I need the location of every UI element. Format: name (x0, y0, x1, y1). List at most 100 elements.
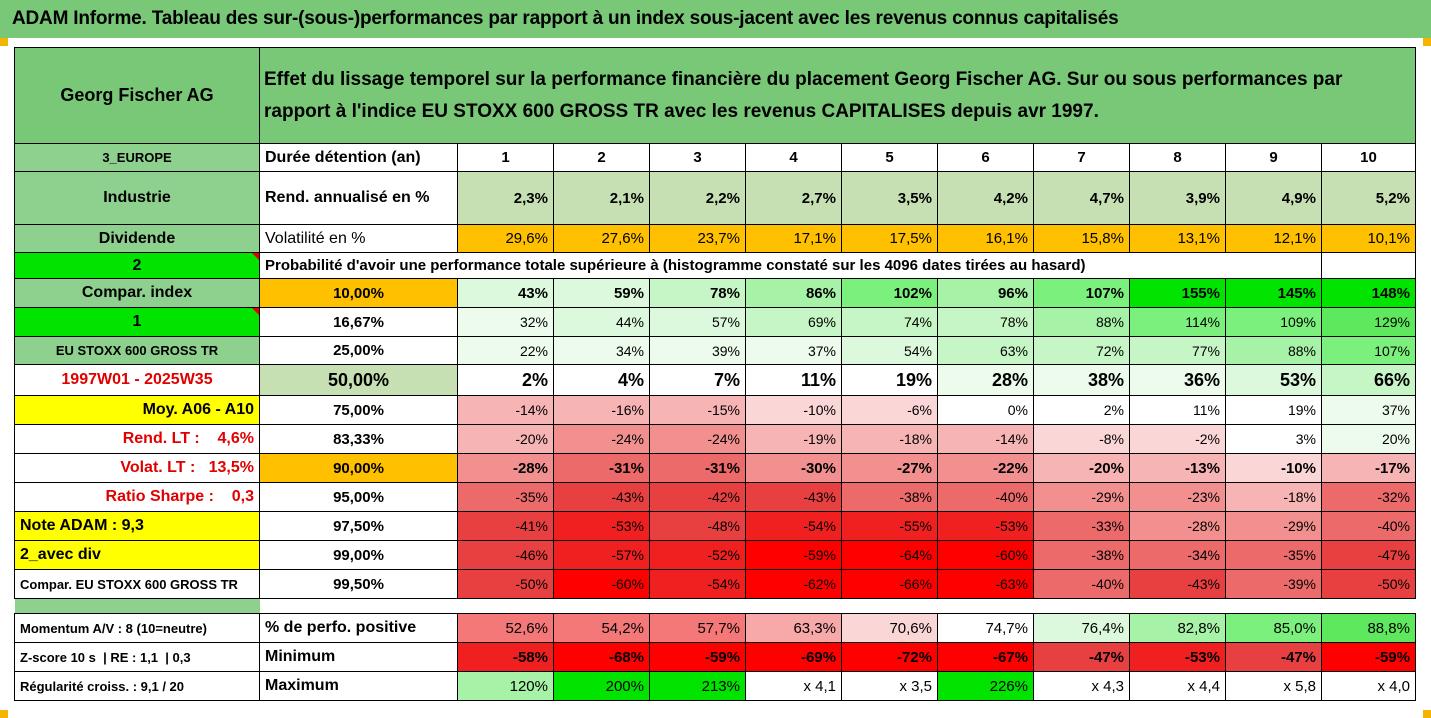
quantile-value-cell: -14% (937, 424, 1034, 454)
quantile-value-cell: 63% (937, 336, 1034, 365)
quantile-value-cell: -24% (649, 424, 746, 454)
rend-cell: 4,9% (1225, 171, 1322, 225)
quantile-value-cell: 7% (649, 364, 746, 396)
quantile-value-cell: -55% (841, 511, 938, 541)
quantile-value-cell: -59% (745, 540, 842, 570)
quantile-label: 90,00% (259, 453, 458, 483)
quantile-value-cell: -29% (1033, 482, 1130, 512)
quantile-value-cell: -52% (649, 540, 746, 570)
quantile-value-cell: -38% (1033, 540, 1130, 570)
quantile-label: 99,50% (259, 569, 458, 599)
quantile-value-cell: 77% (1129, 336, 1226, 365)
ratio-sharpe-label: Ratio Sharpe : 0,3 (14, 482, 260, 512)
quantile-value-cell: -22% (937, 453, 1034, 483)
quantile-value-cell: 88% (1225, 336, 1322, 365)
performance-table: Georg Fischer AG Effet du lissage tempor… (14, 47, 1416, 701)
year-cell: 4 (745, 143, 842, 172)
quantile-value-cell: 11% (1129, 395, 1226, 425)
summary-value-cell: 70,6% (841, 613, 938, 643)
summary-value-cell: 120% (457, 671, 554, 701)
quantile-value-cell: -40% (1033, 569, 1130, 599)
quantile-value-cell: 44% (553, 307, 650, 337)
quantile-value-cell: 19% (841, 364, 938, 396)
vol-cell: 29,6% (457, 224, 554, 253)
summary-value-cell: x 4,0 (1321, 671, 1416, 701)
spacer-cell (554, 599, 650, 614)
year-cell: 6 (937, 143, 1034, 172)
quantile-value-cell: 57% (649, 307, 746, 337)
quantile-value-cell: -43% (553, 482, 650, 512)
rend-cell: 4,2% (937, 171, 1034, 225)
quantile-value-cell: 109% (1225, 307, 1322, 337)
quantile-value-cell: 148% (1321, 278, 1416, 308)
quantile-value-cell: -50% (457, 569, 554, 599)
spacer-cell (260, 599, 458, 614)
quantile-value-cell: 2% (1033, 395, 1130, 425)
vol-cell: 15,8% (1033, 224, 1130, 253)
quantile-value-cell: -13% (1129, 453, 1226, 483)
quantile-value-cell: -14% (457, 395, 554, 425)
quantile-label: 50,00% (259, 364, 458, 396)
option-1-selector[interactable]: 1 (14, 307, 260, 337)
quantile-value-cell: -15% (649, 395, 746, 425)
rend-cell: 2,7% (745, 171, 842, 225)
volat-lt-label: Volat. LT : 13,5% (14, 453, 260, 483)
spacer-cell (14, 598, 260, 614)
rend-cell: 2,2% (649, 171, 746, 225)
quantile-value-cell: 38% (1033, 364, 1130, 396)
quantile-label: 25,00% (259, 336, 458, 365)
quantile-value-cell: -10% (1225, 453, 1322, 483)
quantile-value-cell: 32% (457, 307, 554, 337)
quantile-value-cell: 66% (1321, 364, 1416, 396)
vol-cell: 12,1% (1225, 224, 1322, 253)
region-label: 3_EUROPE (14, 143, 260, 172)
summary-value-cell: 76,4% (1033, 613, 1130, 643)
summary-value-cell: x 4,1 (745, 671, 842, 701)
spacer-cell (1226, 599, 1322, 614)
spacer-cell (650, 599, 746, 614)
summary-value-cell: -47% (1225, 642, 1322, 672)
quantile-value-cell: 3% (1225, 424, 1322, 454)
quantile-value-cell: -23% (1129, 482, 1226, 512)
year-cell: 8 (1129, 143, 1226, 172)
quantile-value-cell: -20% (1033, 453, 1130, 483)
summary-value-cell: 200% (553, 671, 650, 701)
quantile-value-cell: -32% (1321, 482, 1416, 512)
rend-cell: 4,7% (1033, 171, 1130, 225)
spacer-cell (842, 599, 938, 614)
rend-cell: 3,5% (841, 171, 938, 225)
duree-label: Durée détention (an) (259, 143, 458, 172)
option-2-selector[interactable]: 2 (14, 252, 260, 279)
quantile-value-cell: -34% (1129, 540, 1226, 570)
rend-lt-label: Rend. LT : 4,6% (14, 424, 260, 454)
report-title: ADAM Informe. Tableau des sur-(sous-)per… (0, 0, 1431, 38)
quantile-value-cell: 155% (1129, 278, 1226, 308)
momentum-label: Momentum A/V : 8 (10=neutre) (14, 613, 260, 643)
summary-value-cell: x 3,5 (841, 671, 938, 701)
spacer-cell (938, 599, 1034, 614)
quantile-value-cell: 102% (841, 278, 938, 308)
rend-cell: 2,1% (553, 171, 650, 225)
quantile-value-cell: -62% (745, 569, 842, 599)
summary-value-cell: 226% (937, 671, 1034, 701)
summary-value-cell: -72% (841, 642, 938, 672)
summary-value-cell: -67% (937, 642, 1034, 672)
summary-value-cell: 63,3% (745, 613, 842, 643)
year-cell: 9 (1225, 143, 1322, 172)
quantile-value-cell: -39% (1225, 569, 1322, 599)
quantile-value-cell: -2% (1129, 424, 1226, 454)
quantile-value-cell: -66% (841, 569, 938, 599)
quantile-label: 99,00% (259, 540, 458, 570)
asset-name: Georg Fischer AG (14, 47, 260, 144)
quantile-value-cell: 86% (745, 278, 842, 308)
vol-cell: 10,1% (1321, 224, 1416, 253)
proba-label: Probabilité d'avoir une performance tota… (259, 252, 1226, 279)
sector-label: Industrie (14, 171, 260, 225)
quantile-value-cell: -46% (457, 540, 554, 570)
quantile-value-cell: -31% (553, 453, 650, 483)
summary-value-cell: 88,8% (1321, 613, 1416, 643)
quantile-value-cell: 107% (1321, 336, 1416, 365)
quantile-value-cell: -53% (937, 511, 1034, 541)
spacer-cell (1034, 599, 1130, 614)
year-cell: 7 (1033, 143, 1130, 172)
